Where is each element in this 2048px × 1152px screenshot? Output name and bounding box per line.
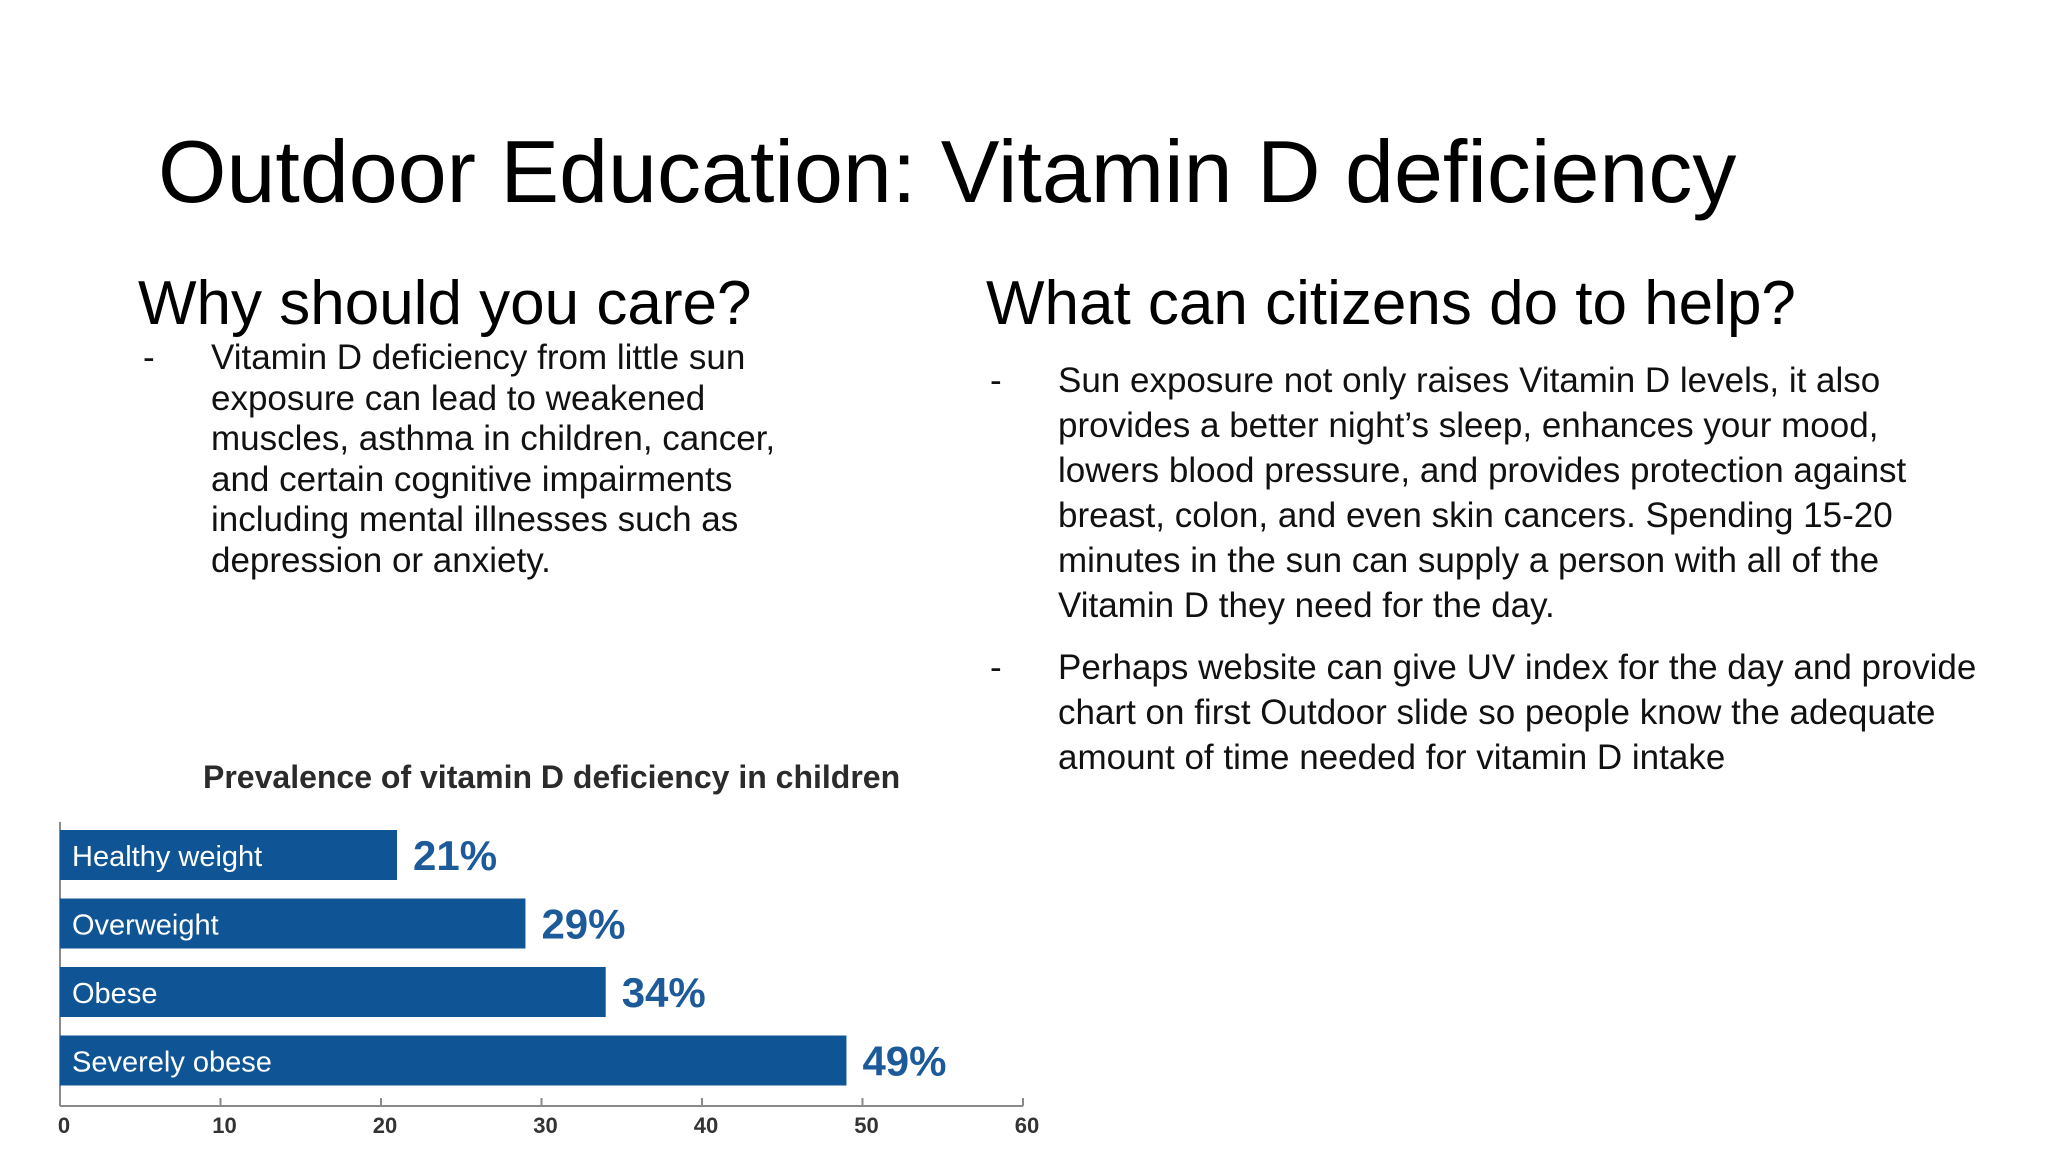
bullet-marker: - (143, 338, 155, 377)
x-tick-label: 30 (533, 1113, 557, 1138)
bar-value-label: 29% (541, 901, 625, 948)
x-tick-label: 0 (58, 1113, 70, 1138)
bar-category-label: Overweight (72, 910, 219, 942)
bar-value-label: 49% (862, 1038, 946, 1085)
left-bullet-text: Vitamin D deficiency from little sun exp… (211, 338, 776, 580)
x-tick-label: 10 (212, 1113, 236, 1138)
right-heading: What can citizens do to help? (986, 269, 1796, 338)
right-bullet-text: Sun exposure not only raises Vitamin D l… (1058, 361, 1907, 625)
bar-category-label: Healthy weight (72, 841, 262, 873)
right-bullet-item: - Sun exposure not only raises Vitamin D… (986, 358, 1986, 628)
bar (60, 830, 398, 880)
left-bullet-list: - Vitamin D deficiency from little sun e… (140, 338, 780, 581)
bar (60, 898, 526, 949)
left-bullet-item: - Vitamin D deficiency from little sun e… (140, 338, 780, 581)
bullet-marker: - (990, 648, 1002, 687)
right-bullet-list: - Sun exposure not only raises Vitamin D… (986, 358, 1986, 797)
right-bullet-text: Perhaps website can give UV index for th… (1058, 648, 1977, 777)
right-bullet-item: - Perhaps website can give UV index for … (986, 645, 1986, 780)
slide-title: Outdoor Education: Vitamin D deficiency (158, 122, 1737, 221)
bar (60, 967, 606, 1017)
left-heading: Why should you care? (138, 269, 752, 338)
bar-category-label: Obese (72, 978, 157, 1010)
bar (60, 1035, 847, 1086)
chart-svg: Prevalence of vitamin D deficiency in ch… (58, 759, 1039, 1138)
chart-title: Prevalence of vitamin D deficiency in ch… (203, 759, 900, 795)
x-tick-label: 20 (373, 1113, 397, 1138)
x-tick-label: 40 (694, 1113, 718, 1138)
deficiency-bar-chart: Prevalence of vitamin D deficiency in ch… (40, 740, 1040, 1152)
x-tick-label: 60 (1015, 1113, 1039, 1138)
bar-value-label: 21% (413, 832, 497, 879)
bullet-marker: - (990, 361, 1002, 400)
bar-category-label: Severely obese (72, 1047, 272, 1079)
x-tick-label: 50 (854, 1113, 878, 1138)
bar-value-label: 34% (622, 969, 706, 1016)
